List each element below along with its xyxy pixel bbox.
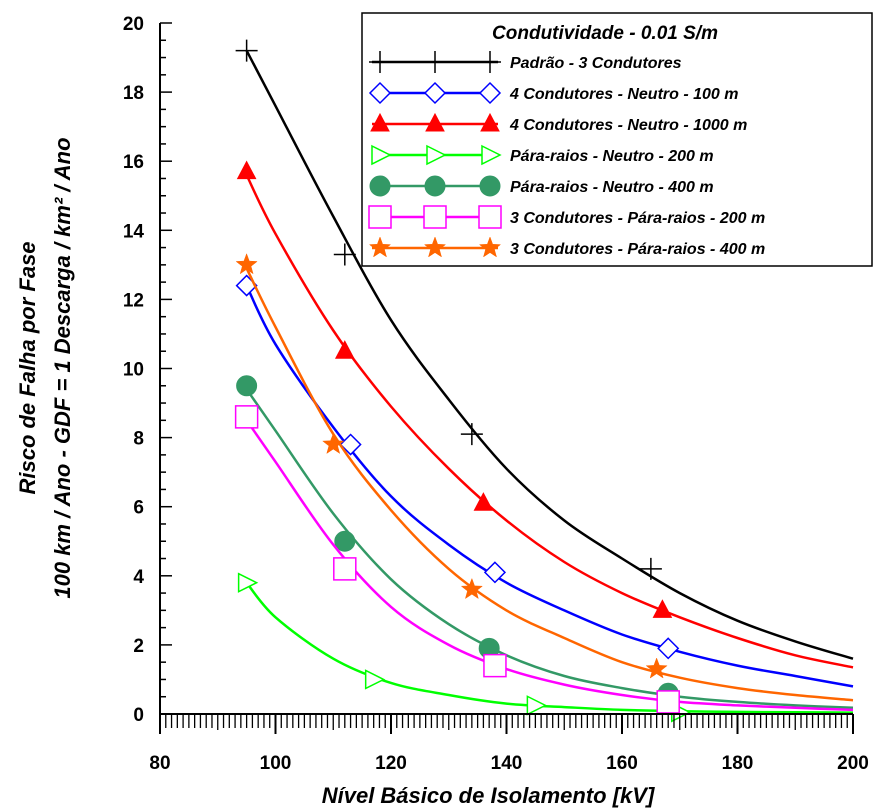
legend-marker (479, 51, 501, 73)
data-point (236, 375, 258, 397)
data-point (333, 557, 357, 581)
x-tick-label: 80 (149, 753, 170, 774)
series-2 (235, 274, 854, 688)
legend-item: 3 Condutores - Pára-raios - 400 m (368, 236, 765, 258)
series-6 (234, 405, 854, 714)
legend-marker (479, 175, 501, 197)
legend-marker (423, 236, 447, 258)
legend-label: 4 Condutores - Neutro - 1000 m (509, 117, 747, 134)
data-point (236, 160, 257, 180)
series-3 (236, 160, 854, 669)
x-tick-label: 120 (375, 753, 407, 774)
data-point (645, 657, 668, 679)
data-point (460, 423, 483, 446)
y-tick-label: 2 (133, 636, 144, 657)
legend-marker (368, 205, 392, 229)
y-tick-label: 8 (133, 429, 144, 450)
legend-label: Pára-raios - Neutro - 200 m (510, 148, 714, 165)
series-7 (235, 253, 854, 702)
y-tick-label: 18 (123, 83, 144, 104)
legend-marker (478, 81, 502, 105)
data-point (235, 253, 258, 275)
y-tick-label: 16 (123, 152, 144, 173)
legend-item: Pára-raios - Neutro - 200 m (371, 144, 714, 166)
legend-item: Padrão - 3 Condutores (369, 51, 682, 73)
legend-item: 3 Condutores - Pára-raios - 200 m (368, 205, 765, 229)
legend-item: Pára-raios - Neutro - 400 m (369, 175, 714, 197)
data-point (322, 432, 345, 454)
data-point (234, 405, 259, 429)
legend-marker (424, 51, 446, 73)
legend-marker (480, 112, 500, 132)
x-axis-title: Nível Básico de Isolamento [kV] (322, 783, 655, 808)
data-point (235, 39, 258, 62)
legend-marker (424, 175, 446, 197)
legend-marker (425, 112, 445, 132)
legend-label: Padrão - 3 Condutores (510, 55, 682, 72)
data-point (334, 340, 355, 359)
series-line (245, 267, 854, 702)
legend-item: 4 Condutores - Neutro - 1000 m (370, 112, 747, 134)
legend-label: Pára-raios - Neutro - 400 m (510, 179, 714, 196)
data-point (334, 530, 356, 552)
data-point (483, 561, 507, 584)
y-axis-title-line1: Risco de Falha por Fase (15, 241, 40, 494)
legend-item: 4 Condutores - Neutro - 100 m (368, 81, 738, 105)
legend-title: Condutividade - 0.01 S/m (492, 23, 718, 44)
series-line (245, 419, 854, 712)
series-line (245, 388, 854, 710)
legend-label: 3 Condutores - Pára-raios - 200 m (510, 210, 765, 227)
legend-marker (370, 112, 390, 132)
series-4 (237, 572, 854, 723)
series-line (245, 174, 854, 669)
legend-marker (369, 175, 391, 197)
legend-label: 3 Condutores - Pára-raios - 400 m (510, 241, 765, 258)
x-tick-label: 140 (491, 753, 523, 774)
legend-marker (478, 236, 502, 258)
series-1 (235, 39, 854, 660)
y-tick-label: 12 (123, 290, 144, 311)
data-point (652, 599, 673, 618)
legend-marker (368, 236, 392, 258)
x-tick-label: 100 (260, 753, 292, 774)
legend-marker (426, 144, 447, 166)
data-point (526, 695, 548, 716)
y-axis-title-line2: 100 km / Ano - GDF = 1 Descarga / km² / … (50, 137, 75, 598)
data-point (656, 690, 680, 714)
data-point (657, 637, 680, 660)
legend-label: 4 Condutores - Neutro - 100 m (509, 86, 738, 103)
legend-marker (478, 205, 502, 229)
legend-marker (423, 81, 447, 105)
data-point (483, 653, 507, 678)
y-tick-label: 0 (133, 705, 144, 726)
legend-marker (371, 144, 392, 166)
series-line (245, 285, 854, 688)
y-tick-label: 10 (123, 360, 144, 381)
data-point (364, 669, 386, 690)
data-point (237, 572, 259, 593)
series-line (245, 50, 854, 660)
data-point (473, 492, 494, 511)
data-point (460, 577, 483, 600)
x-tick-label: 180 (722, 753, 754, 774)
y-tick-label: 6 (133, 498, 144, 519)
legend-marker (423, 205, 447, 229)
data-point (333, 243, 356, 266)
axes: 80 100 120 140 160 180 200 0 2 4 6 8 10 12 14 16 18 20 (123, 14, 869, 774)
plot-area (234, 39, 854, 723)
legend-marker (368, 81, 392, 105)
y-tick-label: 4 (133, 567, 144, 588)
legend: Condutividade - 0.01 S/m Padrão - 3 Cond… (361, 12, 873, 267)
legend-marker (481, 144, 502, 166)
data-point (639, 557, 662, 580)
y-tick-label: 20 (123, 14, 144, 35)
legend-box (361, 12, 873, 267)
y-tick-label: 14 (123, 221, 145, 242)
x-tick-label: 200 (837, 753, 869, 774)
legend-marker (369, 51, 391, 73)
series-line (245, 581, 854, 714)
x-tick-label: 160 (606, 753, 638, 774)
